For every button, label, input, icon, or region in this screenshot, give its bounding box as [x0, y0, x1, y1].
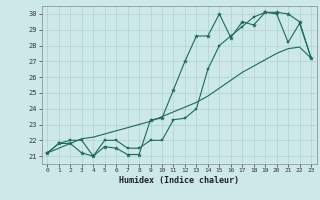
X-axis label: Humidex (Indice chaleur): Humidex (Indice chaleur)	[119, 176, 239, 185]
